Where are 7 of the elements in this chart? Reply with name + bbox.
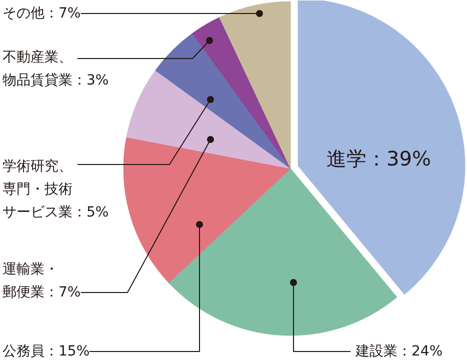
slice-label: 学術研究、専門・技術サービス業：5% <box>2 158 109 220</box>
slice-label: 公務員：15% <box>2 344 90 360</box>
slice-label: 不動産業、物品賃貸業：3% <box>2 50 109 88</box>
slice-label: 建設業：24% <box>354 344 443 360</box>
slice-label: 進学：39% <box>326 146 431 170</box>
slice-label: その他：7% <box>2 6 81 22</box>
slice-label: 運輸業・郵便業：7% <box>2 262 81 300</box>
